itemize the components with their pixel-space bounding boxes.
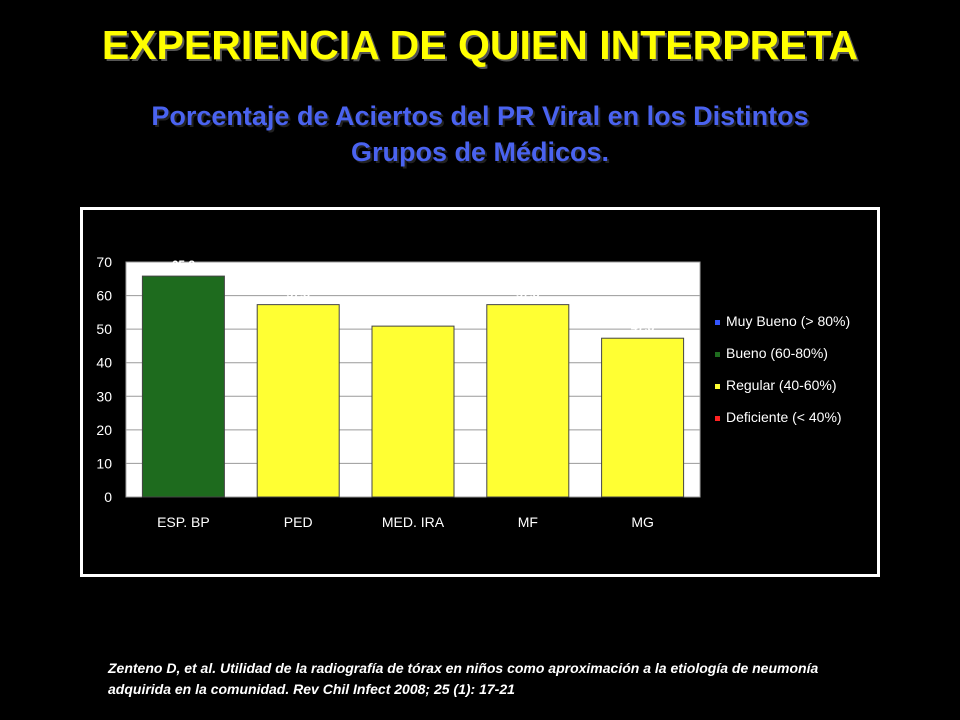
bar: [486, 304, 570, 498]
data-label: 65.8: [172, 258, 196, 272]
x-tick-label: MED. IRA: [382, 514, 445, 530]
bar: [256, 304, 340, 498]
legend-swatch: [715, 352, 720, 357]
y-tick-label: 40: [96, 355, 112, 371]
chart-frame: 65.8 57.3 50.9 57.3 47.3 0 10 20 30 40 50 60 70 ESP.…: [80, 207, 880, 577]
bar-layer: [141, 275, 685, 498]
bar: [601, 337, 685, 498]
x-tick-label: MG: [631, 514, 654, 530]
y-tick-label: 30: [96, 388, 112, 404]
legend-label: Bueno (60-80%): [726, 345, 828, 361]
subtitle-line-2: Grupos de Médicos.: [350, 137, 610, 167]
y-tick-label: 20: [96, 422, 112, 438]
y-tick-label: 70: [96, 254, 112, 270]
legend-swatch: [715, 384, 720, 389]
citation-line-2: adquirida en la comunidad. Rev Chil Infe…: [108, 681, 515, 697]
axis-layer: 0 10 20 30 40 50 60 70 ESP. BP PED MED. IRA MF MG: [96, 254, 653, 530]
label-layer: 65.8 57.3 50.9 57.3 47.3: [172, 258, 655, 334]
data-label: 47.3: [631, 320, 655, 334]
y-tick-label: 10: [96, 455, 112, 471]
x-tick-label: MF: [518, 514, 538, 530]
citation: Zenteno D, et al. Utilidad de la radiogr…: [108, 658, 928, 700]
bar: [371, 325, 455, 498]
data-label: 50.9: [401, 308, 425, 322]
slide-title: EXPERIENCIA DE QUIEN INTERPRETA: [101, 22, 859, 68]
subtitle-line-1: Porcentaje de Aciertos del PR Viral en l…: [151, 101, 809, 131]
bar: [141, 275, 225, 498]
legend-swatch: [715, 320, 720, 325]
legend-label: Muy Bueno (> 80%): [726, 313, 850, 329]
y-tick-label: 0: [104, 489, 112, 505]
x-tick-label: ESP. BP: [157, 514, 210, 530]
citation-line-1: Zenteno D, et al. Utilidad de la radiogr…: [108, 660, 819, 676]
x-tick-label: PED: [284, 514, 313, 530]
y-tick-label: 60: [96, 288, 112, 304]
data-label: 57.3: [287, 287, 311, 301]
data-label: 57.3: [516, 287, 540, 301]
legend-label: Regular (40-60%): [726, 377, 837, 393]
legend-label: Deficiente (< 40%): [726, 409, 842, 425]
bar-chart: 65.8 57.3 50.9 57.3 47.3 0 10 20 30 40 50 60 70 ESP.…: [96, 254, 850, 530]
y-tick-label: 50: [96, 321, 112, 337]
legend-swatch: [715, 416, 720, 421]
slide-subtitle: Porcentaje de Aciertos del PR Viral en l…: [60, 98, 900, 170]
legend-layer: Muy Bueno (> 80%) Bueno (60-80%) Regular (…: [715, 313, 850, 425]
